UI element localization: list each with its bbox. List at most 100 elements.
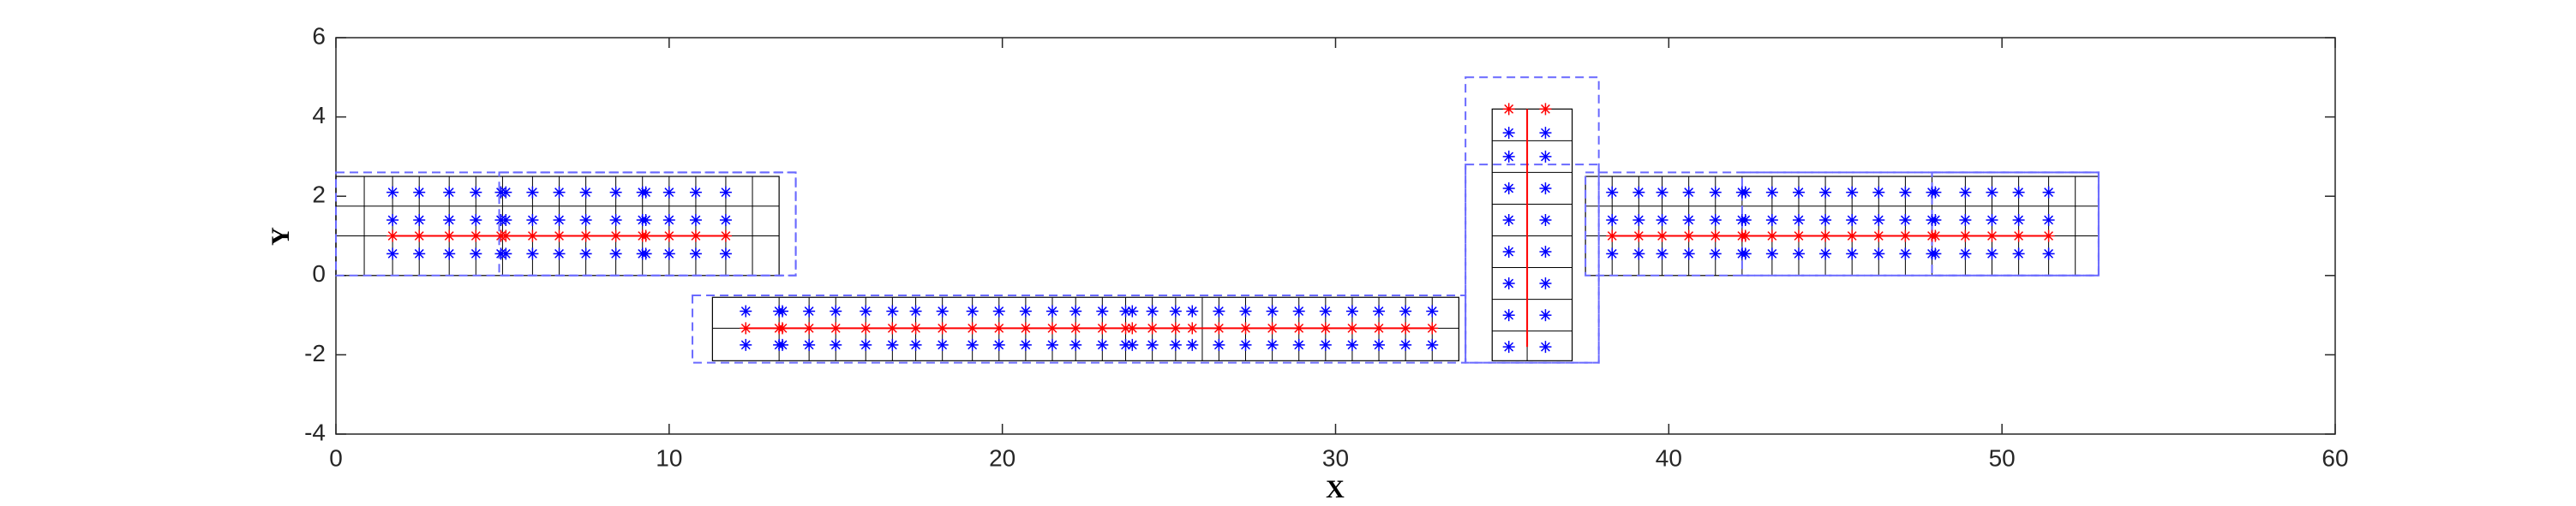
- point: [1986, 229, 1998, 242]
- point: [1765, 247, 1778, 260]
- point: [1899, 213, 1912, 226]
- point: [1239, 322, 1252, 335]
- point: [1632, 213, 1645, 226]
- point: [909, 322, 922, 335]
- point: [1709, 247, 1722, 260]
- point: [1899, 186, 1912, 199]
- point: [1959, 186, 1972, 199]
- point: [386, 247, 399, 260]
- point: [386, 213, 399, 226]
- point: [1872, 186, 1885, 199]
- point: [639, 186, 652, 199]
- x-tick-label: 30: [1322, 444, 1349, 471]
- point: [639, 213, 652, 226]
- point: [1765, 186, 1778, 199]
- point: [609, 213, 622, 226]
- y-tick-label: -2: [304, 340, 326, 366]
- point: [1399, 322, 1412, 335]
- point: [1739, 229, 1752, 242]
- point: [830, 322, 842, 335]
- point: [1739, 247, 1752, 260]
- point: [579, 186, 592, 199]
- point: [2012, 229, 2025, 242]
- point: [2012, 247, 2025, 260]
- point: [1186, 338, 1199, 351]
- point: [740, 305, 752, 318]
- point: [1929, 213, 1942, 226]
- point: [1426, 338, 1439, 351]
- point: [689, 186, 702, 199]
- point: [470, 247, 482, 260]
- point: [1632, 229, 1645, 242]
- point: [2042, 213, 2055, 226]
- point: [1986, 213, 1998, 226]
- point: [579, 213, 592, 226]
- point: [1345, 305, 1358, 318]
- point: [500, 213, 512, 226]
- point: [1959, 229, 1972, 242]
- point: [886, 322, 899, 335]
- point: [1929, 247, 1942, 260]
- point: [553, 229, 566, 242]
- point: [1846, 213, 1859, 226]
- point: [1986, 247, 1998, 260]
- point: [1539, 127, 1552, 140]
- point: [1819, 229, 1832, 242]
- point: [1292, 305, 1305, 318]
- point: [1186, 305, 1199, 318]
- point: [860, 338, 872, 351]
- point: [909, 305, 922, 318]
- point: [1502, 246, 1515, 259]
- point: [1096, 322, 1109, 335]
- point: [1239, 338, 1252, 351]
- point: [1656, 247, 1668, 260]
- point: [553, 247, 566, 260]
- point: [803, 338, 816, 351]
- point: [1045, 338, 1058, 351]
- point: [1213, 322, 1225, 335]
- point: [1019, 338, 1032, 351]
- point: [662, 247, 675, 260]
- point: [639, 247, 652, 260]
- point: [1266, 305, 1279, 318]
- point: [886, 305, 899, 318]
- point: [719, 186, 732, 199]
- point: [1426, 305, 1439, 318]
- point: [1426, 322, 1439, 335]
- point: [1539, 213, 1552, 226]
- point: [2012, 186, 2025, 199]
- point: [886, 338, 899, 351]
- point: [1096, 305, 1109, 318]
- point: [1502, 309, 1515, 322]
- point: [1373, 322, 1386, 335]
- point: [1126, 322, 1139, 335]
- point: [1119, 305, 1132, 318]
- point: [1959, 213, 1972, 226]
- point: [1502, 103, 1515, 116]
- point: [1682, 186, 1695, 199]
- point: [1682, 213, 1695, 226]
- point: [1846, 247, 1859, 260]
- point: [2042, 186, 2055, 199]
- point: [1606, 247, 1619, 260]
- point: [1792, 213, 1805, 226]
- point: [1792, 247, 1805, 260]
- point: [2012, 213, 2025, 226]
- point: [470, 229, 482, 242]
- point: [662, 213, 675, 226]
- point: [1345, 338, 1358, 351]
- point: [1539, 277, 1552, 290]
- point: [413, 247, 426, 260]
- point: [1319, 305, 1332, 318]
- point: [1872, 213, 1885, 226]
- dashed-box: [1585, 171, 2100, 277]
- point: [386, 229, 399, 242]
- point: [526, 213, 539, 226]
- point: [1266, 338, 1279, 351]
- point: [1213, 305, 1225, 318]
- point: [1792, 186, 1805, 199]
- point: [1146, 338, 1159, 351]
